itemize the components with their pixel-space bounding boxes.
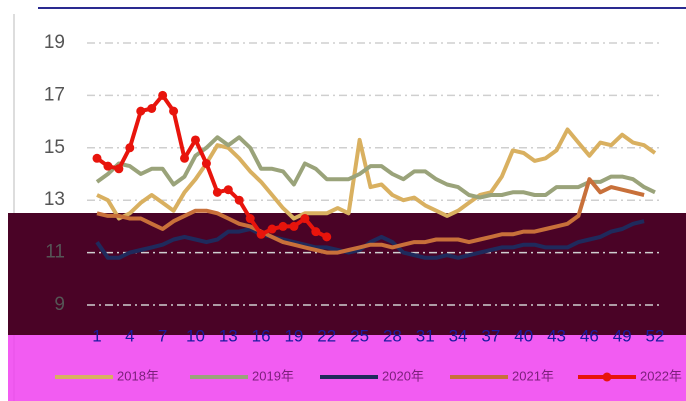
point [300,214,310,224]
point [190,135,200,145]
overlay-artifact [8,213,686,335]
legend-label: 2018年 [117,368,159,383]
legend-label: 2021年 [512,368,554,383]
point [114,164,124,174]
series-line [95,135,656,200]
x-tick-label: 16 [252,326,271,345]
x-tick-label: 37 [481,326,500,345]
legend-label: 2022年 [640,368,682,383]
x-tick-label: 28 [383,326,402,345]
point [223,185,233,195]
series-line [96,127,657,221]
point [256,229,266,239]
point [311,227,321,237]
x-tick-label: 4 [125,326,134,345]
point [92,153,102,163]
x-tick-label: 40 [514,326,533,345]
x-tick-label: 10 [186,326,205,345]
y-tick-label: 17 [44,84,65,105]
point [103,161,113,171]
point [322,232,332,242]
point [234,195,244,205]
legend-label: 2019年 [252,368,294,383]
point [201,159,211,169]
x-tick-label: 34 [449,326,468,345]
legend-label: 2020年 [382,368,424,383]
point [245,214,255,224]
y-tick-label: 11 [45,242,65,263]
legend-band [8,335,686,401]
y-tick-label: 19 [44,32,65,53]
point [278,221,288,231]
x-tick-label: 43 [547,326,566,345]
x-tick-label: 52 [646,326,665,345]
series-line [96,177,645,255]
point [158,90,168,100]
x-tick-label: 19 [284,326,303,345]
point [289,221,299,231]
x-tick-label: 13 [219,326,238,345]
legend-marker [602,372,612,382]
point [147,104,157,113]
point [169,106,179,116]
x-tick-label: 31 [416,326,435,345]
y-tick-label: 13 [44,189,65,210]
point [212,187,222,197]
x-tick-label: 49 [613,326,632,345]
x-tick-label: 22 [317,326,336,345]
y-tick-label: 15 [44,137,65,158]
series-line [95,219,645,260]
x-tick-label: 1 [92,326,101,345]
x-tick-label: 46 [580,326,599,345]
x-tick-label: 7 [158,326,167,345]
series-line [95,93,328,239]
point [136,106,146,116]
point [125,143,135,153]
point [267,224,277,234]
y-tick-label: 9 [54,294,65,315]
point [180,153,190,163]
x-tick-label: 25 [350,326,369,345]
